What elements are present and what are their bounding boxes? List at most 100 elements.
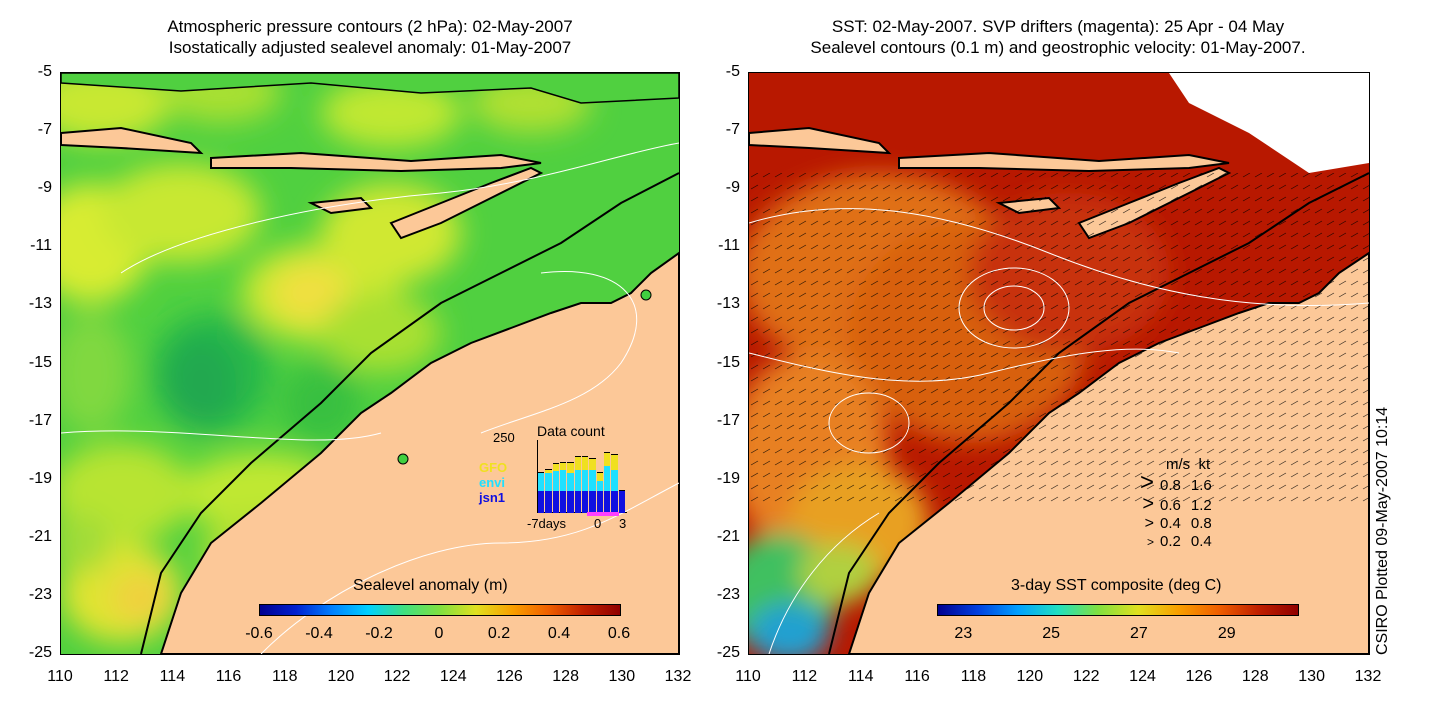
inset-bar-jsn1 — [567, 490, 574, 513]
velocity-kt-value: 1.6 — [1190, 477, 1212, 494]
velocity-legend-rows: >0.8 1.6 >0.6 1.2 >0.4 0.8 >0.2 0.4 — [1124, 469, 1212, 551]
velocity-arrow-icon: > — [1139, 469, 1154, 496]
lesser-sunda-islands — [210, 151, 542, 173]
lon-tick-label: 128 — [1241, 668, 1269, 685]
lat-tick-label: -15 — [716, 353, 740, 371]
sla-colorbar-title: Sealevel anomaly (m) — [353, 577, 508, 594]
lat-tick-label: -7 — [725, 121, 740, 139]
lat-tick-label: -5 — [37, 63, 52, 80]
inset-ymax: 250 — [493, 430, 515, 445]
lon-tick-label: 120 — [1016, 668, 1044, 685]
velocity-header-kt: kt — [1198, 456, 1211, 473]
sst-colorbar — [937, 604, 1299, 616]
lat-tick-label: -23 — [716, 585, 740, 603]
inset-bar-jsn1 — [604, 490, 611, 513]
inset-bar-envi — [552, 470, 559, 492]
lat-tick-label: -11 — [30, 237, 52, 255]
velocity-legend-header: m/s kt — [1124, 456, 1212, 474]
right-title: SST: 02-May-2007. SVP drifters (magenta)… — [748, 16, 1368, 58]
inset-bar-envi — [582, 468, 589, 492]
lat-tick-label: -13 — [716, 295, 740, 313]
lat-tick-label: -9 — [37, 179, 52, 197]
velocity-ms-value: 0.8 — [1160, 477, 1181, 494]
lon-tick-label: 116 — [904, 668, 930, 685]
lat-tick-label: -17 — [716, 411, 740, 429]
cloud-gap — [1169, 73, 1369, 173]
station-marker — [640, 289, 652, 301]
left-lat-ticks: -5 -7 -9 -11 -13 -15 -17 -19 -21 -23 -25 — [8, 63, 58, 661]
lon-tick-label: 124 — [1129, 668, 1156, 685]
inset-bar-gfo — [589, 458, 596, 470]
lesser-sunda-islands — [898, 151, 1230, 173]
velocity-kt-value: 1.2 — [1190, 497, 1212, 514]
sealevel-contour — [768, 512, 880, 654]
inset-bar-envi — [567, 472, 574, 492]
sst-colorbar-ticks: 23 25 27 29 — [937, 625, 1297, 645]
inset-bar-envi — [538, 472, 545, 492]
inset-bar-jsn1 — [582, 490, 589, 513]
velocity-vectors — [749, 173, 1369, 503]
lon-tick-label: 118 — [271, 668, 298, 685]
inset-bar-envi — [596, 479, 603, 492]
right-lon-ticks: 110 112 114 116 118 120 122 124 126 128 130 132 — [735, 668, 1381, 692]
left-lon-ticks: 110 112 114 116 118 120 122 124 126 128 130 132 — [47, 668, 691, 692]
velocity-legend-row: >0.6 1.2 — [1124, 493, 1212, 515]
inset-xlabel-start: -7days — [527, 516, 567, 531]
right-title-line2: Sealevel contours (0.1 m) and geostrophi… — [810, 38, 1306, 57]
inset-bar-envi — [560, 468, 567, 492]
sealevel-contour — [749, 208, 1369, 307]
velocity-arrow-icon: > — [1142, 493, 1154, 515]
velocity-ms-value: 0.6 — [1160, 497, 1181, 514]
lon-tick-label: 130 — [1298, 668, 1325, 685]
lat-tick-label: -23 — [28, 585, 52, 603]
lon-tick-label: 118 — [960, 668, 987, 685]
colorbar-tick-label: 27 — [1130, 625, 1148, 642]
velocity-legend: m/s kt >0.8 1.6 >0.6 1.2 >0.4 0.8 >0.2 0.4 — [1124, 456, 1212, 551]
lat-tick-label: -25 — [716, 644, 740, 661]
lon-tick-label: 114 — [847, 668, 874, 685]
pressure-contour-1 — [61, 430, 382, 441]
inset-bar-gfo — [552, 463, 559, 472]
left-map: Data count 250 GFO envi jsn1 -7days 0 3 … — [60, 72, 680, 655]
inset-bar-gfo — [611, 454, 618, 470]
plotted-note: CSIRO Plotted 09-May-2007 10:14 — [1374, 406, 1391, 655]
lat-tick-label: -19 — [28, 469, 52, 487]
shelf-contour — [140, 172, 679, 654]
velocity-legend-row: >0.8 1.6 — [1124, 469, 1212, 496]
lat-tick-label: -5 — [725, 63, 740, 80]
legend-envi: envi — [479, 475, 506, 490]
pressure-contour-2 — [120, 142, 679, 274]
lon-tick-label: 122 — [383, 668, 411, 685]
velocity-arrow-icon: > — [1146, 535, 1154, 549]
sla-colorbar-ticks: -0.6 -0.4 -0.2 0 0.2 0.4 0.6 — [245, 625, 630, 645]
inset-bar-jsn1 — [560, 490, 567, 513]
lat-tick-label: -19 — [716, 469, 740, 487]
velocity-ms-value: 0.4 — [1160, 515, 1181, 532]
lat-tick-label: -25 — [28, 644, 52, 661]
lon-tick-label: 110 — [735, 668, 761, 685]
inset-bar-jsn1 — [552, 490, 559, 513]
lon-tick-label: 132 — [664, 668, 692, 685]
inset-bar-jsn1 — [596, 490, 603, 513]
colorbar-tick-label: 0 — [434, 625, 444, 642]
timor-island — [389, 166, 544, 240]
inset-bar-gfo — [596, 472, 603, 481]
inset-axis-y — [537, 440, 538, 512]
inset-bar-gfo — [567, 461, 574, 474]
java-island — [61, 126, 204, 155]
left-title-line1: Atmospheric pressure contours (2 hPa): 0… — [167, 17, 573, 36]
colorbar-tick-label: 0.6 — [607, 625, 631, 642]
lon-tick-label: 122 — [1072, 668, 1100, 685]
lon-tick-label: 114 — [159, 668, 186, 685]
sla-colorbar — [259, 604, 621, 616]
lon-tick-label: 116 — [215, 668, 242, 685]
pressure-contour-4 — [480, 271, 638, 434]
legend-gfo: GFO — [479, 460, 508, 475]
lat-tick-label: -9 — [725, 179, 740, 197]
lat-tick-label: -15 — [28, 353, 52, 371]
inset-bar-gfo — [560, 461, 567, 470]
inset-legend: GFO envi jsn1 — [479, 460, 507, 505]
right-title-line1: SST: 02-May-2007. SVP drifters (magenta)… — [831, 17, 1285, 36]
lon-tick-label: 130 — [608, 668, 636, 685]
velocity-kt-value: 0.8 — [1190, 515, 1212, 532]
